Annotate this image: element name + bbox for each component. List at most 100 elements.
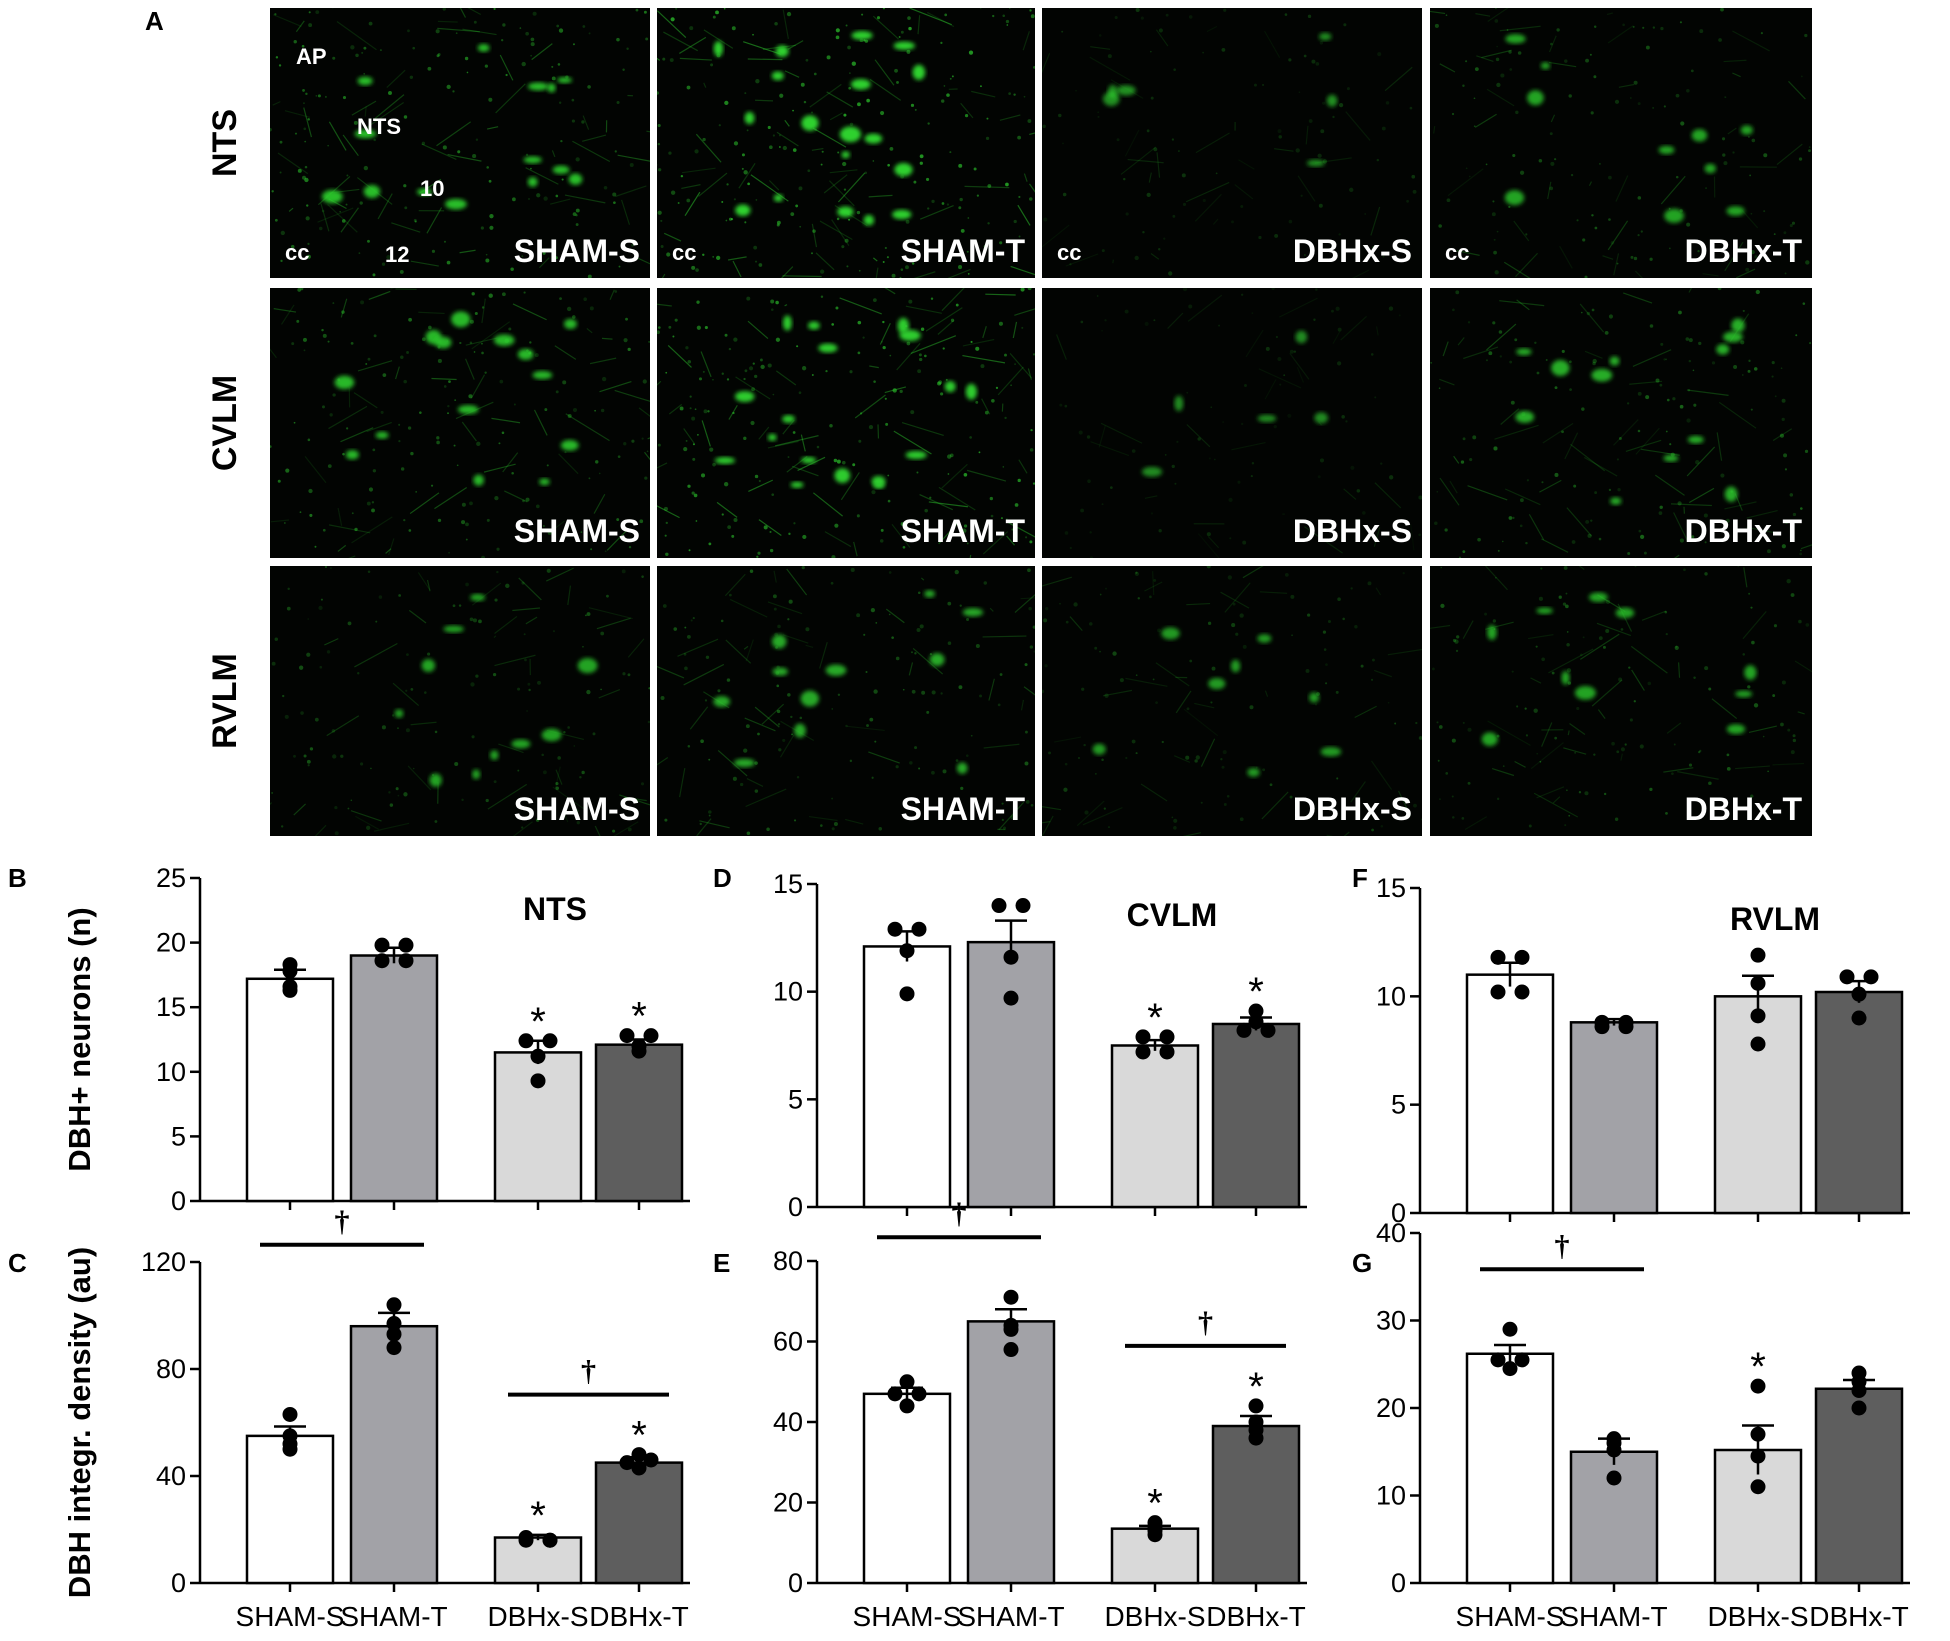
speckle-mark (558, 101, 562, 104)
speckle-mark (517, 687, 521, 691)
speckle-mark (707, 410, 710, 413)
speckle-mark (858, 269, 861, 272)
x-category-label: SHAM-T (340, 1601, 447, 1632)
speckle-mark (436, 440, 440, 445)
fiber-mark (703, 82, 707, 88)
fiber-mark (1384, 66, 1413, 92)
speckle-mark (1593, 75, 1597, 79)
speckle-mark (920, 327, 925, 331)
speckle-mark (721, 200, 724, 203)
speckle-mark (1445, 772, 1449, 775)
speckle-mark (1664, 610, 1668, 614)
fluorescence-texture (1430, 8, 1811, 278)
speckle-mark (1500, 73, 1505, 78)
speckle-mark (942, 347, 945, 350)
speckle-mark (969, 436, 972, 439)
cell-body-mark (1726, 724, 1746, 735)
speckle-mark (1223, 8, 1227, 12)
fiber-mark (1569, 723, 1586, 735)
micrograph-cvlm-dbhx-t: DBHx-T (1430, 288, 1812, 558)
speckle-mark (511, 471, 514, 475)
speckle-mark (847, 45, 851, 50)
data-point (374, 953, 390, 969)
micrograph-nts-sham-s: SHAM-Scc (270, 8, 650, 278)
speckle-mark (1168, 271, 1173, 276)
speckle-mark (360, 762, 364, 766)
speckle-mark (1740, 340, 1745, 345)
speckle-mark (758, 263, 763, 267)
speckle-mark (1742, 653, 1745, 656)
speckle-mark (1364, 213, 1367, 215)
speckle-mark (1800, 75, 1803, 78)
cell-body-mark (1141, 466, 1163, 477)
speckle-mark (541, 753, 544, 757)
data-point (398, 937, 414, 953)
speckle-mark (670, 17, 675, 22)
micrograph-group-label: SHAM-T (901, 513, 1026, 549)
fiber-mark (1548, 648, 1594, 674)
speckle-mark (563, 731, 566, 734)
fiber-mark (657, 665, 685, 679)
speckle-mark (606, 594, 609, 598)
speckle-mark (963, 524, 968, 528)
speckle-mark (434, 730, 438, 734)
fiber-mark (1541, 538, 1569, 553)
data-point (1514, 949, 1530, 965)
speckle-mark (1492, 619, 1497, 623)
significance-star: * (1147, 996, 1163, 1040)
speckle-mark (1551, 671, 1555, 675)
speckle-mark (371, 508, 375, 513)
cell-body-mark (375, 431, 389, 439)
fiber-mark (1332, 331, 1341, 345)
speckle-mark (1638, 529, 1642, 533)
speckle-mark (821, 150, 824, 153)
fiber-mark (1716, 432, 1723, 461)
speckle-mark (968, 50, 974, 55)
fiber-mark (1242, 566, 1264, 579)
speckle-mark (1771, 375, 1774, 378)
cell-body-mark (457, 405, 479, 414)
data-point (1159, 1029, 1175, 1045)
speckle-mark (841, 245, 845, 249)
speckle-mark (406, 351, 409, 354)
fiber-mark (839, 297, 882, 315)
speckle-mark (1467, 781, 1471, 785)
speckle-mark (1020, 288, 1025, 292)
bar-sham-s (862, 945, 952, 1209)
speckle-mark (1415, 721, 1418, 725)
data-point (398, 953, 414, 969)
speckle-mark (530, 42, 535, 47)
speckle-mark (334, 831, 339, 836)
speckle-mark (733, 141, 739, 146)
fiber-mark (917, 15, 921, 35)
speckle-mark (1342, 617, 1345, 621)
fiber-mark (1303, 526, 1343, 554)
speckle-mark (831, 827, 835, 831)
speckle-mark (1665, 812, 1668, 815)
fiber-mark (1486, 323, 1517, 351)
speckle-mark (1467, 321, 1471, 324)
speckle-mark (1387, 701, 1390, 704)
speckle-mark (770, 299, 775, 304)
data-point (899, 1398, 915, 1414)
cell-body-mark (790, 481, 804, 488)
speckle-mark (1679, 404, 1684, 409)
speckle-mark (799, 716, 803, 720)
speckle-mark (1255, 766, 1258, 769)
speckle-mark (675, 8, 678, 10)
speckle-mark (555, 256, 558, 260)
fiber-mark (1340, 315, 1367, 341)
cell-body-mark (871, 475, 886, 487)
fiber-mark (1029, 183, 1035, 193)
data-point (1851, 1010, 1867, 1026)
speckle-mark (1421, 818, 1422, 821)
speckle-mark (1649, 257, 1653, 261)
fiber-mark (447, 153, 482, 162)
fiber-mark (593, 493, 606, 514)
speckle-mark (1006, 518, 1008, 521)
data-point (1851, 1383, 1867, 1398)
speckle-mark (696, 325, 701, 330)
speckle-mark (368, 487, 374, 492)
speckle-mark (641, 437, 644, 440)
speckle-mark (769, 145, 773, 150)
